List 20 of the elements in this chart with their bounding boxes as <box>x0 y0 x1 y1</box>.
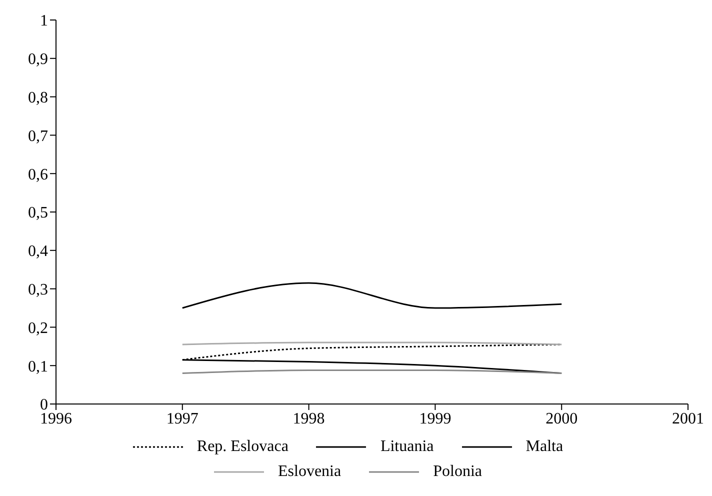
legend-label: Polonia <box>433 462 482 482</box>
x-tick-label: 1999 <box>419 410 452 428</box>
y-tick-label: 0,8 <box>28 89 48 106</box>
y-tick-label: 1 <box>40 12 48 30</box>
legend-label: Eslovenia <box>278 462 342 482</box>
y-tick-label: 0,4 <box>28 243 48 260</box>
y-tick-label: 0,6 <box>28 166 48 184</box>
legend-label: Malta <box>526 437 564 457</box>
y-tick-label: 0,5 <box>28 204 48 222</box>
y-tick-label: 0,1 <box>28 358 48 376</box>
legend-label: Rep. Eslovaca <box>196 437 288 457</box>
x-tick-label: 1997 <box>166 410 198 428</box>
x-tick-label: 2000 <box>546 410 578 428</box>
y-tick-label: 0,7 <box>28 128 48 145</box>
y-tick-label: 0,3 <box>28 281 48 298</box>
x-tick-label: 2001 <box>672 410 704 428</box>
y-tick-label: 0,2 <box>28 320 48 337</box>
x-tick-label: 1998 <box>292 410 325 428</box>
legend-label: Lituania <box>380 437 434 457</box>
y-tick-label: 0,9 <box>28 51 48 68</box>
